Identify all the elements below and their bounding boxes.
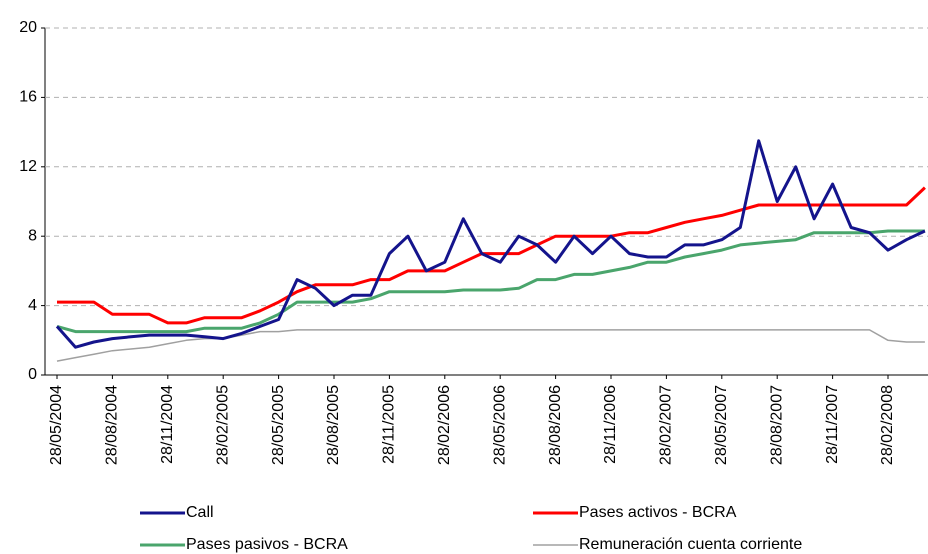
series-line	[56, 229, 925, 334]
legend-label: Call	[186, 504, 214, 521]
y-tick-label: 16	[19, 89, 37, 106]
x-tick-label: 28/05/2004	[48, 385, 65, 465]
y-tick-label: 12	[19, 158, 37, 175]
x-tick-label: 28/08/2006	[547, 385, 564, 465]
x-tick-label: 28/02/2006	[436, 385, 453, 465]
x-tick-label: 28/05/2007	[713, 385, 730, 465]
legend-label: Pases activos - BCRA	[579, 504, 737, 521]
x-tick-label: 28/11/2007	[824, 385, 841, 464]
y-tick-label: 8	[28, 227, 37, 244]
legend-label: Remuneración cuenta corriente	[579, 536, 802, 553]
x-tick-label: 28/11/2005	[381, 385, 398, 464]
x-tick-label: 28/02/2007	[658, 385, 675, 465]
x-tick-label: 28/08/2005	[325, 385, 342, 465]
series-line	[55, 139, 926, 349]
y-tick-label: 4	[28, 297, 37, 314]
x-tick-label: 28/08/2007	[768, 385, 785, 465]
x-tick-label: 28/05/2005	[270, 385, 287, 465]
series-line	[57, 186, 926, 325]
x-tick-label: 28/02/2008	[879, 385, 896, 465]
y-tick-label: 20	[19, 19, 37, 36]
legend-label: Pases pasivos - BCRA	[186, 536, 348, 553]
x-tick-label: 28/08/2004	[104, 385, 121, 465]
series-line	[56, 329, 925, 362]
y-tick-label: 0	[28, 366, 37, 383]
x-tick-label: 28/11/2004	[159, 385, 176, 464]
x-tick-label: 28/11/2006	[602, 385, 619, 464]
x-tick-label: 28/05/2006	[491, 385, 508, 465]
x-tick-label: 28/02/2005	[214, 385, 231, 465]
